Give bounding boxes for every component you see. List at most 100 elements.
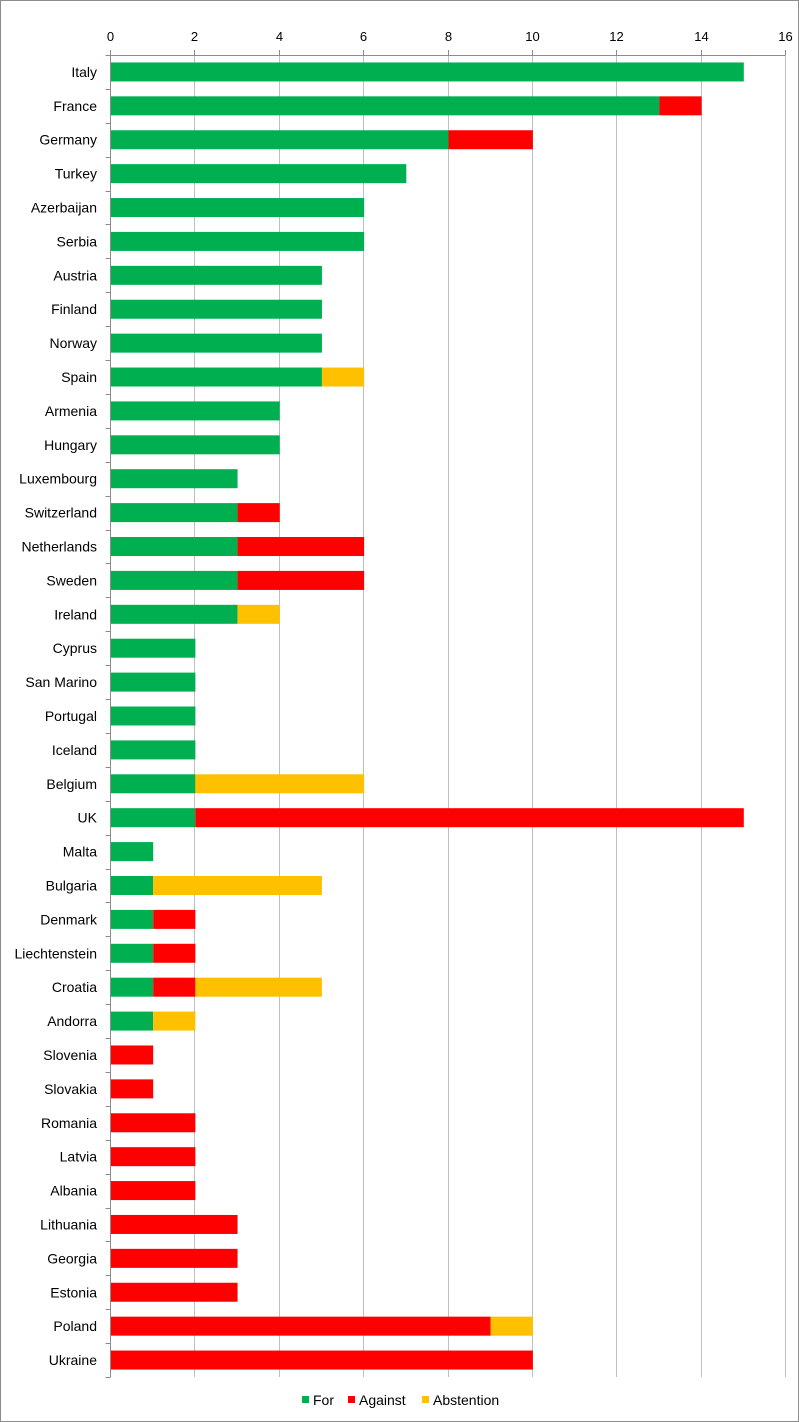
category-label: Luxembourg [19, 471, 97, 487]
category-label: Iceland [52, 742, 97, 758]
category-label: Albania [50, 1183, 97, 1199]
bar-segment-against [153, 943, 196, 963]
bar-segment-for [111, 333, 322, 353]
category-label: Italy [71, 64, 97, 80]
category-label: Liechtenstein [14, 945, 97, 961]
category-label: Malta [63, 844, 97, 860]
bar-segment-against [153, 909, 196, 929]
x-tick-label: 2 [191, 29, 198, 44]
category-label: Azerbaijan [31, 200, 97, 216]
category-label: Turkey [55, 166, 97, 182]
category-label: Germany [39, 132, 97, 148]
category-label: France [53, 98, 97, 114]
category-label: Finland [51, 301, 97, 317]
bar-segment-against [111, 1282, 238, 1302]
bar-segment-against [111, 1350, 533, 1370]
category-label: Denmark [40, 911, 98, 927]
bar-segment-for [111, 604, 238, 624]
bar-segment-for [111, 1011, 154, 1031]
category-label: Poland [53, 1318, 97, 1334]
bar-segment-for [111, 808, 196, 828]
x-tick-label: 0 [107, 29, 114, 44]
legend-swatch-for [302, 1396, 309, 1403]
bar-segment-against [237, 537, 365, 557]
legend-swatch-abstention [422, 1396, 429, 1403]
category-label: Switzerland [25, 505, 97, 521]
bar-segment-against [195, 808, 744, 828]
bar-segment-for [111, 299, 322, 319]
category-label: Sweden [46, 572, 97, 588]
category-label: Latvia [60, 1149, 98, 1165]
legend-label-for: For [313, 1392, 334, 1408]
bar-segment-for [111, 231, 365, 251]
bar-segment-against [111, 1147, 196, 1167]
bar-segment-for [111, 265, 322, 285]
legend: For Against Abstention [302, 1392, 499, 1408]
bar-segment-for [111, 672, 196, 692]
category-label: Austria [53, 267, 97, 283]
bar-segment-for [111, 774, 196, 794]
category-label: Spain [61, 369, 97, 385]
category-label: Slovenia [43, 1047, 97, 1063]
bar-segment-abstention [153, 875, 322, 895]
x-tick-label: 4 [276, 29, 283, 44]
bar-segment-for [111, 164, 407, 184]
bar-segment-for [111, 638, 196, 658]
category-label: Norway [50, 335, 97, 351]
category-label: Slovakia [44, 1081, 97, 1097]
bar-segment-abstention [195, 774, 365, 794]
bar-segment-abstention [237, 604, 280, 624]
bar-segment-for [111, 503, 238, 523]
bar-segment-for [111, 740, 196, 760]
bar-segment-for [111, 469, 238, 489]
bar-segment-for [111, 198, 365, 218]
bar-segment-against [153, 977, 196, 997]
category-label: Romania [41, 1115, 97, 1131]
x-tick-label: 8 [445, 29, 452, 44]
x-tick-label: 12 [609, 29, 623, 44]
bar-segment-against [237, 570, 365, 590]
axes [105, 50, 786, 1378]
bar-segment-against [448, 130, 533, 150]
category-label: Ukraine [49, 1352, 97, 1368]
bar-segment-abstention [153, 1011, 196, 1031]
bar-segment-against [111, 1248, 238, 1268]
legend-swatch-against [348, 1396, 355, 1403]
bar-segment-for [111, 435, 280, 455]
category-label: Armenia [45, 403, 97, 419]
bar-segment-against [237, 503, 280, 523]
x-tick-label: 14 [694, 29, 708, 44]
bar-segment-for [111, 909, 154, 929]
bar-segment-for [111, 977, 154, 997]
bar-segment-for [111, 842, 154, 862]
category-label: Serbia [57, 233, 98, 249]
category-label: San Marino [25, 674, 97, 690]
category-label: Cyprus [53, 640, 97, 656]
bar-segment-abstention [195, 977, 322, 997]
labels: 0 2 4 6 8 10 12 14 16 Italy France Germany Turkey Aze… [14, 29, 792, 1368]
x-tick-label: 6 [360, 29, 367, 44]
bars [111, 62, 744, 1370]
bar-segment-against [111, 1045, 154, 1065]
category-label: Portugal [45, 708, 97, 724]
bar-segment-for [111, 401, 280, 421]
bar-segment-against [111, 1079, 154, 1099]
category-label: Andorra [47, 1013, 97, 1029]
gridlines [194, 55, 786, 1377]
category-label: Estonia [50, 1284, 97, 1300]
category-label: Bulgaria [46, 877, 98, 893]
legend-label-against: Against [359, 1392, 406, 1408]
bar-segment-for [111, 537, 238, 557]
legend-label-abstention: Abstention [433, 1392, 499, 1408]
category-label: Belgium [46, 776, 97, 792]
bar-segment-for [111, 62, 744, 82]
x-tick-label: 16 [778, 29, 792, 44]
bar-segment-for [111, 96, 660, 116]
bar-segment-for [111, 943, 154, 963]
category-label: Georgia [47, 1250, 97, 1266]
bar-segment-for [111, 570, 238, 590]
bar-segment-for [111, 130, 449, 150]
bar-segment-against [111, 1181, 196, 1201]
